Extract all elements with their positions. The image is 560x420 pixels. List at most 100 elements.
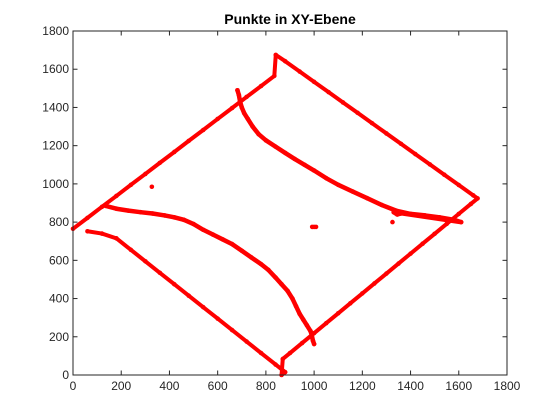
data-point bbox=[391, 209, 396, 215]
data-point bbox=[398, 211, 404, 216]
data-point bbox=[308, 328, 313, 334]
data-point bbox=[258, 350, 264, 356]
data-point bbox=[229, 327, 235, 333]
chart-title: Punkte in XY-Ebene bbox=[224, 11, 356, 27]
data-point bbox=[326, 89, 331, 95]
data-point bbox=[456, 182, 462, 188]
data-point bbox=[372, 281, 377, 286]
data-point bbox=[285, 288, 290, 294]
data-point bbox=[128, 247, 134, 253]
data-point bbox=[475, 196, 480, 201]
axes-background bbox=[73, 31, 507, 375]
data-point bbox=[355, 110, 360, 116]
data-point bbox=[250, 124, 255, 129]
data-point bbox=[215, 316, 220, 321]
data-point bbox=[422, 213, 428, 218]
data-point bbox=[420, 241, 425, 247]
data-point bbox=[244, 94, 249, 100]
data-point bbox=[311, 341, 317, 347]
data-point bbox=[210, 232, 216, 237]
data-point bbox=[313, 224, 319, 230]
data-point bbox=[272, 73, 277, 79]
data-point bbox=[191, 221, 196, 227]
data-point bbox=[99, 204, 105, 210]
x-tick-label: 600 bbox=[208, 379, 228, 393]
y-axis-ticks: 0 200 400 600 800 1000 1200 1400 1600 1800 bbox=[42, 24, 507, 382]
data-point bbox=[384, 271, 389, 276]
y-tick-label: 800 bbox=[49, 215, 69, 229]
y-tick-label: 1600 bbox=[42, 62, 69, 76]
data-point bbox=[181, 217, 187, 223]
data-point bbox=[335, 182, 341, 188]
data-points bbox=[70, 52, 480, 378]
data-point bbox=[143, 258, 148, 264]
data-point bbox=[304, 323, 310, 328]
data-point bbox=[390, 219, 395, 225]
data-point bbox=[171, 149, 177, 155]
data-point bbox=[171, 215, 177, 220]
data-point bbox=[249, 255, 254, 260]
data-point bbox=[293, 303, 299, 309]
data-point bbox=[157, 270, 163, 276]
data-point bbox=[157, 160, 163, 166]
data-point bbox=[85, 215, 90, 221]
data-point bbox=[323, 175, 329, 181]
data-point bbox=[235, 87, 240, 93]
data-point bbox=[150, 211, 155, 216]
data-point bbox=[282, 58, 288, 64]
data-point bbox=[468, 201, 474, 207]
x-tick-label: 200 bbox=[111, 379, 131, 393]
data-point bbox=[347, 301, 353, 306]
y-tick-label: 1800 bbox=[42, 24, 69, 38]
data-point bbox=[309, 332, 315, 338]
data-point bbox=[149, 184, 155, 190]
data-point bbox=[279, 281, 284, 287]
x-axis-ticks: 0 200 400 600 800 1000 1200 1400 1600 1800 bbox=[70, 31, 521, 393]
x-tick-label: 1400 bbox=[397, 379, 424, 393]
data-point bbox=[256, 131, 261, 137]
data-point bbox=[280, 356, 286, 362]
data-point bbox=[138, 209, 143, 215]
data-point bbox=[432, 231, 437, 237]
data-point bbox=[186, 293, 192, 298]
y-tick-label: 600 bbox=[49, 253, 69, 267]
data-point bbox=[442, 172, 447, 178]
data-point bbox=[258, 83, 264, 89]
data-point bbox=[186, 138, 192, 144]
data-point bbox=[311, 168, 317, 173]
data-point bbox=[427, 162, 433, 167]
data-point bbox=[273, 275, 278, 280]
data-point bbox=[282, 150, 288, 156]
data-point bbox=[200, 127, 206, 133]
data-point bbox=[171, 281, 177, 287]
data-point bbox=[444, 221, 450, 227]
data-point bbox=[200, 304, 206, 310]
data-point bbox=[273, 362, 278, 367]
data-point bbox=[114, 206, 119, 212]
data-point bbox=[241, 110, 247, 116]
x-tick-label: 1000 bbox=[301, 379, 328, 393]
data-point bbox=[114, 193, 119, 199]
x-tick-label: 0 bbox=[70, 379, 77, 393]
data-point bbox=[162, 213, 167, 218]
data-point bbox=[456, 211, 462, 217]
x-tick-label: 1600 bbox=[445, 379, 472, 393]
data-point bbox=[470, 193, 476, 198]
data-series-2 bbox=[235, 87, 464, 225]
data-point bbox=[143, 171, 148, 177]
data-point bbox=[239, 248, 245, 254]
y-tick-label: 0 bbox=[62, 368, 69, 382]
data-point bbox=[299, 340, 305, 346]
data-point bbox=[200, 227, 206, 233]
data-point bbox=[215, 116, 220, 122]
x-tick-label: 1200 bbox=[349, 379, 376, 393]
data-point bbox=[99, 231, 105, 236]
data-point bbox=[237, 99, 243, 105]
axes-box bbox=[72, 30, 508, 376]
x-tick-label: 800 bbox=[256, 379, 276, 393]
data-point bbox=[396, 261, 401, 266]
data-point bbox=[273, 144, 278, 149]
data-point bbox=[340, 100, 346, 105]
